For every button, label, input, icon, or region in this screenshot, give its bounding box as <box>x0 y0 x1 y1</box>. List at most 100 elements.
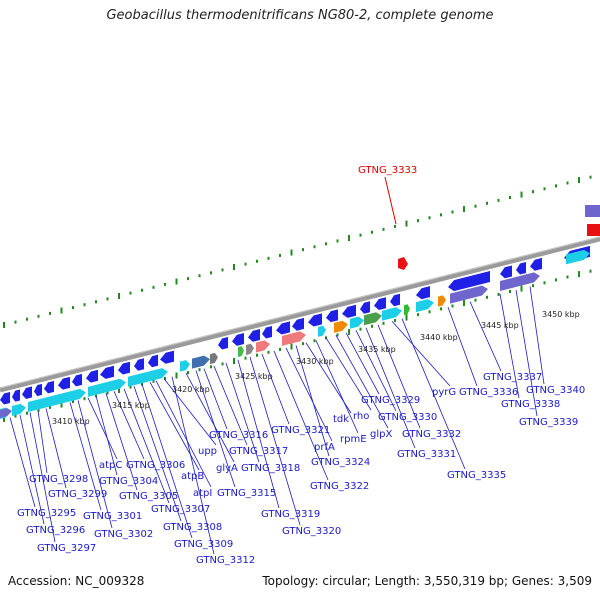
feature-block <box>500 272 540 291</box>
leader-line <box>19 414 45 525</box>
gene-arrow <box>58 376 70 390</box>
gene-arrow <box>12 389 20 402</box>
feature-block <box>350 316 364 329</box>
gene-label: GTNG_3309 <box>174 539 233 550</box>
feature-block <box>382 307 402 321</box>
kbp-marker: 3410 kbp <box>52 417 90 426</box>
gene-label: GTNG_3302 <box>94 529 153 540</box>
gene-arrow <box>100 365 114 379</box>
gene-label: pyrG <box>432 387 456 398</box>
gene-labels: GTNG_3295 GTNG_3296 GTNG_3297 GTNG_3298 GTNG… <box>17 372 585 566</box>
gene-arrow <box>416 286 430 300</box>
rna-box <box>587 224 600 236</box>
gene-arrow <box>308 313 322 327</box>
gene-label: GTNG_3298 <box>29 474 88 485</box>
leader-line <box>185 372 235 463</box>
inner-dotted-track <box>3 269 592 422</box>
leader-line <box>295 345 330 457</box>
leader-line <box>249 356 301 526</box>
leader-line <box>77 400 113 529</box>
gene-arrow <box>326 309 338 323</box>
leader-line <box>95 395 118 476</box>
leader-line <box>355 330 397 412</box>
gene-arrow <box>262 325 272 339</box>
feature-block <box>180 360 190 372</box>
feature-block <box>334 320 348 333</box>
kbp-marker: 3440 kbp <box>420 333 458 342</box>
highlight-leader <box>384 176 397 225</box>
kbp-markers: 3410 kbp 3415 kbp 3420 kbp 3425 kbp 3430 kbp… <box>52 310 580 426</box>
highlight-gene-label: GTNG_3333 <box>358 165 417 176</box>
leader-line <box>377 324 421 429</box>
feature-block <box>210 352 218 365</box>
leader-line <box>401 318 466 470</box>
gene-label: GTNG_3304 <box>99 476 158 487</box>
gene-label: GTNG_3320 <box>282 526 341 537</box>
leader-line <box>155 380 212 488</box>
gene-label: atpC <box>99 460 122 471</box>
feature-block <box>282 331 306 346</box>
gene-arrow <box>390 293 400 307</box>
gene-label: GTNG_3324 <box>311 457 370 468</box>
leader-line <box>171 376 215 555</box>
gene-label: GTNG_3319 <box>261 509 320 520</box>
leader-line <box>285 347 333 442</box>
gene-label: GTNG_3337 <box>483 372 542 383</box>
gene-label: upp <box>198 446 217 457</box>
feature-block <box>404 304 410 316</box>
leader-line <box>141 384 193 539</box>
gene-label: GTNG_3318 <box>241 463 300 474</box>
leader-line <box>469 301 502 372</box>
highlighted-gene: GTNG_3333 <box>358 165 417 270</box>
gene-label: GTNG_3312 <box>196 555 255 566</box>
gene-label: GTNG_3297 <box>37 543 96 554</box>
gene-label: GTNG_3321 <box>271 425 330 436</box>
cds-block <box>12 403 26 416</box>
leader-line <box>325 337 372 411</box>
backbone-line <box>0 236 600 393</box>
gene-label: GTNG_3338 <box>501 399 560 410</box>
gene-label: GTNG_3306 <box>126 460 185 471</box>
gene-label: GTNG_3322 <box>310 481 369 492</box>
outer-dotted-track <box>3 175 592 328</box>
gene-arrow <box>276 321 290 335</box>
gene-label: GTNG_3330 <box>378 412 437 423</box>
cds-block <box>28 388 86 412</box>
label-leader-lines <box>9 286 545 555</box>
leader-line <box>149 382 200 471</box>
gene-arrow <box>44 380 54 394</box>
gene-label: glyA <box>216 463 238 474</box>
leader-line <box>123 388 170 504</box>
kbp-marker: 3430 kbp <box>296 357 334 366</box>
leader-line <box>133 386 182 522</box>
gene-arrow <box>248 328 260 342</box>
gene-label: atpI <box>193 488 212 499</box>
cds-block <box>0 408 12 418</box>
genome-summary: Topology: circular; Length: 3,550,319 bp… <box>262 574 592 588</box>
gene-label: GTNG_3295 <box>17 508 76 519</box>
gene-arrow <box>160 350 174 364</box>
leader-line <box>237 359 280 509</box>
leader-line <box>69 402 102 511</box>
gene-label: GTNG_3315 <box>217 488 276 499</box>
leader-line <box>203 368 228 430</box>
gene-arrow <box>218 337 228 350</box>
leader-line <box>447 306 478 387</box>
cds-block <box>88 378 126 397</box>
gene-arrow <box>72 373 82 387</box>
leader-line <box>37 410 48 474</box>
gene-label: GTNG_3301 <box>83 511 142 522</box>
leader-line <box>499 293 520 399</box>
feature-block <box>192 355 210 369</box>
cds-block <box>416 299 434 313</box>
gene-label: GTNG_3329 <box>361 395 420 406</box>
gene-arrow <box>86 369 98 383</box>
gene-label: GTNG_3316 <box>209 430 268 441</box>
feature-block <box>238 346 244 358</box>
kbp-marker: 3415 kbp <box>112 401 150 410</box>
gene-label: GTNG_3305 <box>119 491 178 502</box>
gene-arrow <box>0 391 10 405</box>
highlight-gene-mark <box>398 257 408 270</box>
gene-label: glpX <box>370 429 392 440</box>
gene-label: GTNG_3335 <box>447 470 506 481</box>
